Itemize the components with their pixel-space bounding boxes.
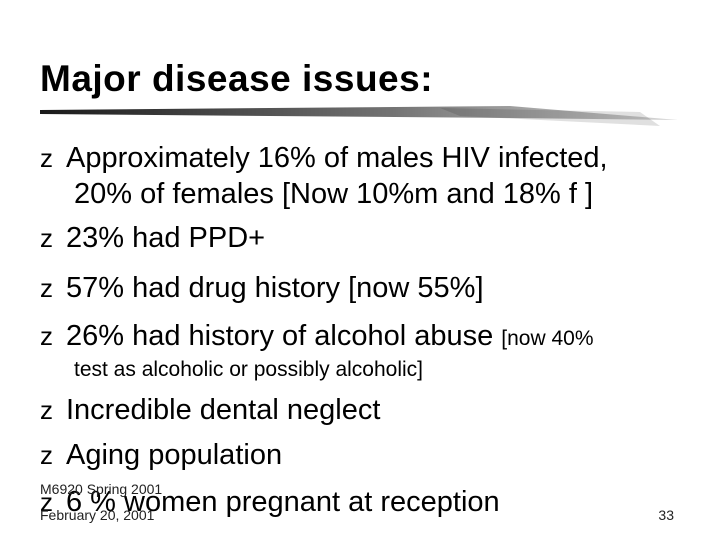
bullet-text: Aging population bbox=[66, 439, 283, 471]
bullet-text: 57% had drug history [now 55%] bbox=[66, 272, 484, 304]
bullet-text: 23% had PPD+ bbox=[66, 222, 266, 254]
bullet-item: z Approximately 16% of males HIV infected… bbox=[40, 140, 700, 176]
bullet-glyph: z bbox=[40, 223, 53, 253]
footer-date: February 20, 2001 bbox=[40, 507, 155, 523]
bullet-item: z 57% had drug history [now 55%] bbox=[40, 270, 700, 306]
bullet-glyph: z bbox=[40, 321, 53, 351]
bullet-glyph: z bbox=[40, 395, 53, 425]
bullet-subline: test as alcoholic or possibly alcoholic] bbox=[74, 358, 424, 381]
bullet-text: Incredible dental neglect bbox=[66, 394, 381, 426]
bullet-item: z 6 % women pregnant at reception bbox=[40, 484, 700, 520]
bullet-text: 26% had history of alcohol abuse bbox=[66, 320, 494, 352]
bullet-glyph: z bbox=[40, 143, 53, 173]
title-underline-rule bbox=[40, 106, 678, 126]
bullet-glyph: z bbox=[40, 440, 53, 470]
bullet-text: 6 % women pregnant at reception bbox=[66, 486, 500, 518]
bullet-item: z 23% had PPD+ bbox=[40, 220, 700, 256]
bullet-continuation: 20% of females [Now 10%m and 18% f ] bbox=[74, 178, 594, 210]
bullet-glyph: z bbox=[40, 487, 53, 517]
bullet-text: Approximately 16% of males HIV infected, bbox=[66, 142, 608, 174]
bullet-item: z 26% had history of alcohol abuse [now 4… bbox=[40, 318, 700, 357]
footer-course: M6920 Spring 2001 bbox=[40, 481, 163, 497]
bullet-item: z Aging population bbox=[40, 437, 700, 473]
slide-title: Major disease issues: bbox=[40, 58, 434, 99]
page-number: 33 bbox=[658, 507, 674, 523]
bullet-glyph: z bbox=[40, 273, 53, 303]
bullet-item: z Incredible dental neglect bbox=[40, 392, 700, 428]
bullet-tail-text: [now 40% bbox=[501, 327, 594, 350]
